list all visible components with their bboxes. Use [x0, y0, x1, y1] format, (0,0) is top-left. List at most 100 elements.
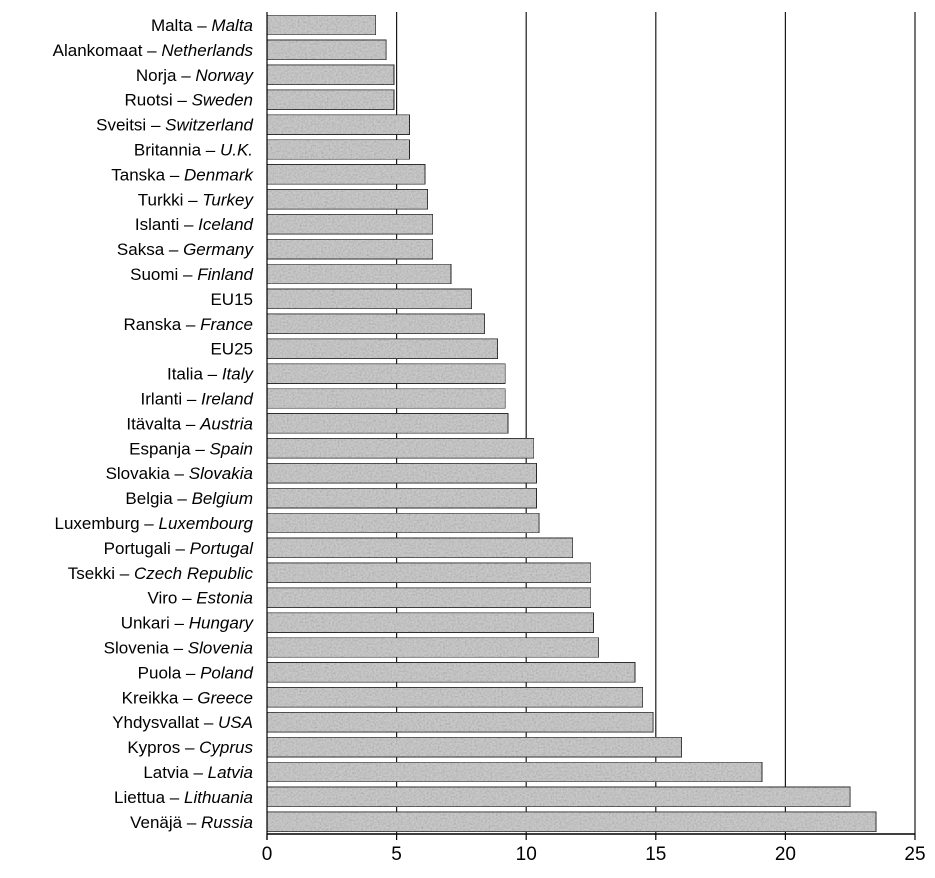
- label-separator: –: [171, 539, 190, 558]
- label-separator: –: [182, 813, 201, 832]
- category-label-eu15: EU15: [210, 290, 253, 309]
- category-label-cyprus: Kypros – Cyprus: [127, 738, 253, 757]
- label-separator: –: [140, 514, 159, 533]
- bars: [266, 14, 877, 833]
- label-english: Greece: [197, 688, 253, 707]
- label-separator: –: [191, 439, 210, 458]
- bar-belgium: [266, 487, 538, 509]
- x-tick-label-0: 0: [262, 844, 273, 865]
- label-separator: –: [142, 41, 161, 60]
- category-label-austria: Itävalta – Austria: [126, 414, 253, 433]
- label-finnish: Slovakia: [106, 464, 171, 483]
- label-finnish: Britannia: [134, 141, 202, 160]
- label-finnish: Liettua: [114, 788, 166, 807]
- label-finnish: EU25: [210, 340, 253, 359]
- label-finnish: Ruotsi: [124, 91, 172, 110]
- category-label-eu25: EU25: [210, 340, 253, 359]
- bar-italy: [266, 363, 507, 385]
- bar-slovakia: [266, 462, 538, 484]
- label-finnish: Puola: [138, 663, 182, 682]
- label-finnish: Portugali: [104, 539, 171, 558]
- label-finnish: EU15: [210, 290, 253, 309]
- category-label-u-k-: Britannia – U.K.: [134, 141, 253, 160]
- bar-eu25: [266, 338, 499, 360]
- label-english: Poland: [200, 663, 253, 682]
- x-tick-label-25: 25: [904, 844, 925, 865]
- label-english: Spain: [210, 439, 253, 458]
- label-english: Luxembourg: [158, 514, 253, 533]
- label-english: USA: [218, 713, 253, 732]
- label-separator: –: [183, 190, 202, 209]
- label-separator: –: [193, 16, 212, 35]
- category-label-greece: Kreikka – Greece: [122, 688, 253, 707]
- bar-russia: [266, 811, 877, 833]
- label-english: Latvia: [208, 763, 253, 782]
- label-separator: –: [199, 713, 218, 732]
- category-label-latvia: Latvia – Latvia: [143, 763, 253, 782]
- label-separator: –: [164, 240, 183, 259]
- label-english: Hungary: [189, 614, 255, 633]
- category-label-italy: Italia – Italy: [167, 365, 255, 384]
- category-label-finland: Suomi – Finland: [130, 265, 253, 284]
- label-separator: –: [177, 589, 196, 608]
- label-english: Germany: [183, 240, 254, 259]
- label-finnish: Sveitsi: [96, 116, 146, 135]
- category-label-usa: Yhdysvallat – USA: [112, 713, 253, 732]
- label-separator: –: [165, 165, 184, 184]
- category-label-spain: Espanja – Spain: [129, 439, 253, 458]
- label-separator: –: [178, 688, 197, 707]
- bar-norway: [266, 64, 395, 86]
- label-finnish: Tsekki: [68, 564, 115, 583]
- category-label-malta: Malta – Malta: [151, 16, 253, 35]
- bar-switzerland: [266, 114, 411, 136]
- label-english: Russia: [201, 813, 253, 832]
- label-separator: –: [182, 390, 201, 409]
- label-english: Norway: [195, 66, 254, 85]
- label-finnish: Belgia: [125, 489, 173, 508]
- label-separator: –: [189, 763, 208, 782]
- category-label-portugal: Portugali – Portugal: [104, 539, 255, 558]
- label-separator: –: [146, 116, 165, 135]
- category-label-iceland: Islanti – Iceland: [135, 215, 254, 234]
- category-label-lithuania: Liettua – Lithuania: [114, 788, 253, 807]
- label-english: Estonia: [196, 589, 253, 608]
- category-label-luxembourg: Luxemburg – Luxembourg: [55, 514, 254, 533]
- label-separator: –: [178, 265, 197, 284]
- label-english: Portugal: [190, 539, 255, 558]
- label-finnish: Luxemburg: [55, 514, 140, 533]
- label-english: U.K.: [220, 141, 253, 160]
- label-finnish: Kreikka: [122, 688, 179, 707]
- category-label-sweden: Ruotsi – Sweden: [124, 91, 253, 110]
- label-english: Switzerland: [165, 116, 253, 135]
- label-english: Finland: [197, 265, 253, 284]
- category-label-ireland: Irlanti – Ireland: [141, 390, 254, 409]
- label-english: Malta: [211, 16, 253, 35]
- category-label-hungary: Unkari – Hungary: [121, 614, 255, 633]
- bar-hungary: [266, 612, 595, 634]
- x-axis: 0 5 10 15 20 25: [262, 12, 926, 865]
- label-english: Italy: [222, 365, 255, 384]
- category-labels: Malta – Malta Alankomaat – Netherlands Nor…: [53, 16, 255, 832]
- x-tick-label-5: 5: [391, 844, 402, 865]
- category-label-netherlands: Alankomaat – Netherlands: [53, 41, 254, 60]
- category-label-turkey: Turkki – Turkey: [138, 190, 255, 209]
- bar-netherlands: [266, 39, 387, 61]
- bar-iceland: [266, 213, 434, 235]
- label-separator: –: [181, 414, 200, 433]
- label-finnish: Espanja: [129, 439, 191, 458]
- label-english: Lithuania: [184, 788, 253, 807]
- label-finnish: Norja: [136, 66, 177, 85]
- label-separator: –: [170, 614, 189, 633]
- bar-france: [266, 313, 486, 335]
- label-finnish: Islanti: [135, 215, 179, 234]
- category-label-estonia: Viro – Estonia: [147, 589, 253, 608]
- category-label-slovenia: Slovenia – Slovenia: [104, 639, 253, 658]
- label-finnish: Itävalta: [126, 414, 181, 433]
- label-separator: –: [179, 215, 198, 234]
- category-label-france: Ranska – France: [124, 315, 253, 334]
- label-english: Denmark: [184, 165, 254, 184]
- label-separator: –: [201, 141, 220, 160]
- category-label-czech-republic: Tsekki – Czech Republic: [68, 564, 254, 583]
